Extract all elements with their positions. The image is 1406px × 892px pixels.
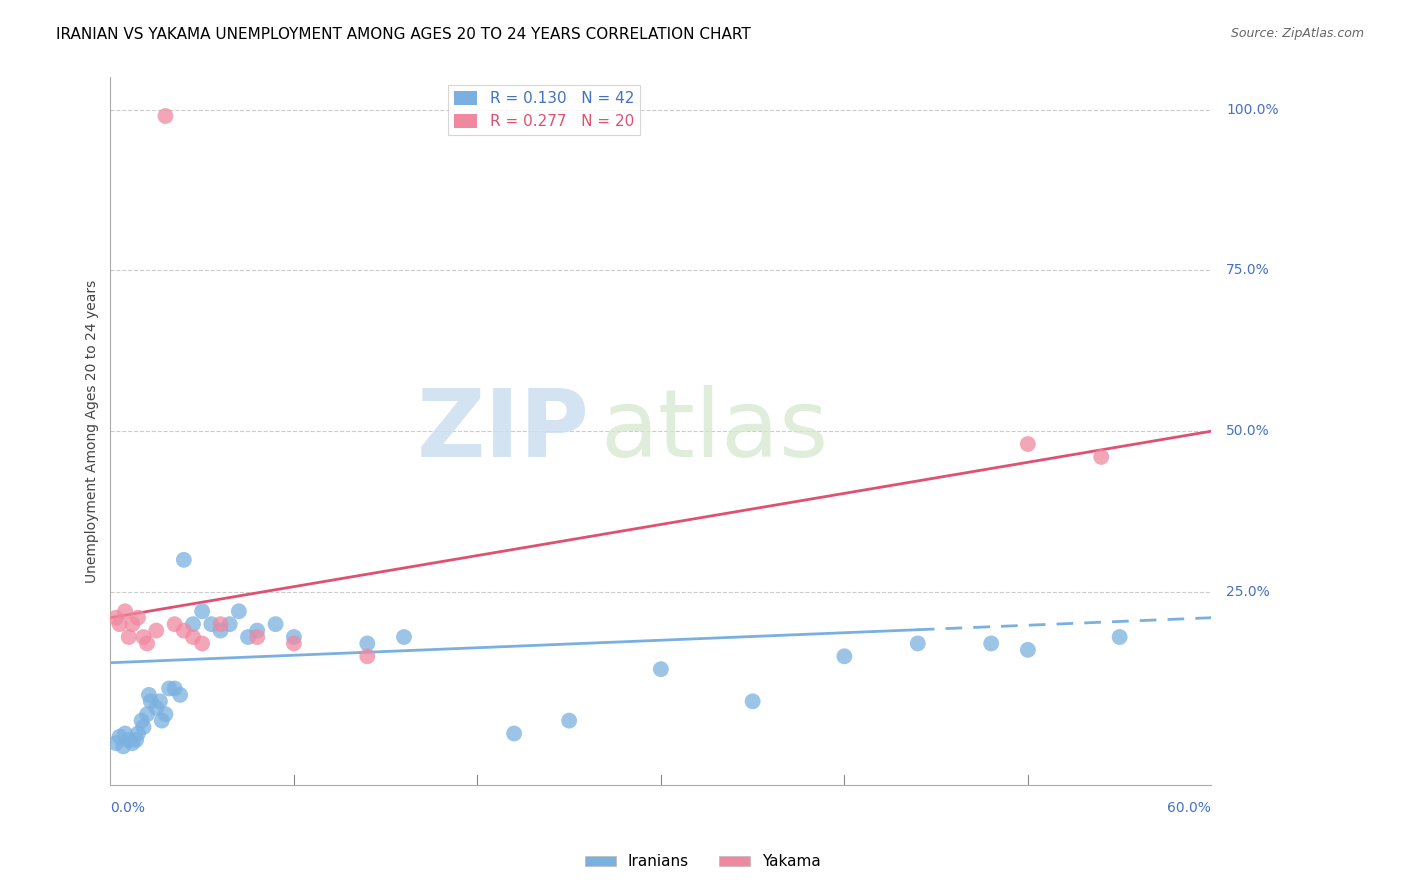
Y-axis label: Unemployment Among Ages 20 to 24 years: Unemployment Among Ages 20 to 24 years [86, 279, 100, 582]
Point [138, 688, 160, 702]
Point [104, 611, 127, 625]
Point [181, 617, 204, 632]
Point [145, 624, 167, 638]
Text: 100.0%: 100.0% [1226, 103, 1278, 117]
Point [131, 714, 153, 728]
Point [191, 604, 214, 618]
Point [127, 726, 149, 740]
Text: 50.0%: 50.0% [1226, 425, 1270, 438]
Point [150, 714, 173, 728]
Point [356, 649, 378, 664]
Point [218, 617, 240, 632]
Point [558, 714, 581, 728]
Point [125, 733, 148, 747]
Point [155, 109, 177, 123]
Point [181, 630, 204, 644]
Point [132, 720, 155, 734]
Point [118, 630, 141, 644]
Point [650, 662, 672, 676]
Text: 0.0%: 0.0% [111, 801, 145, 815]
Point [236, 630, 259, 644]
Text: 60.0%: 60.0% [1167, 801, 1212, 815]
Point [246, 624, 269, 638]
Point [907, 636, 929, 650]
Point [503, 726, 526, 740]
Point [173, 624, 195, 638]
Point [169, 688, 191, 702]
Point [283, 630, 305, 644]
Point [283, 636, 305, 650]
Point [209, 617, 232, 632]
Legend: R = 0.130   N = 42, R = 0.277   N = 20: R = 0.130 N = 42, R = 0.277 N = 20 [449, 85, 640, 135]
Point [1017, 643, 1039, 657]
Point [118, 733, 141, 747]
Point [246, 630, 269, 644]
Point [114, 604, 136, 618]
Point [163, 617, 186, 632]
Point [104, 736, 127, 750]
Point [121, 617, 143, 632]
Point [1108, 630, 1130, 644]
Text: Source: ZipAtlas.com: Source: ZipAtlas.com [1230, 27, 1364, 40]
Point [980, 636, 1002, 650]
Legend: Iranians, Yakama: Iranians, Yakama [579, 848, 827, 875]
Point [136, 636, 159, 650]
Text: ZIP: ZIP [416, 385, 589, 477]
Point [228, 604, 250, 618]
Point [112, 739, 135, 754]
Text: 25.0%: 25.0% [1226, 585, 1270, 599]
Point [163, 681, 186, 696]
Point [356, 636, 378, 650]
Text: atlas: atlas [600, 385, 828, 477]
Point [132, 630, 155, 644]
Point [741, 694, 763, 708]
Point [191, 636, 214, 650]
Point [108, 730, 131, 744]
Point [157, 681, 180, 696]
Text: IRANIAN VS YAKAMA UNEMPLOYMENT AMONG AGES 20 TO 24 YEARS CORRELATION CHART: IRANIAN VS YAKAMA UNEMPLOYMENT AMONG AGE… [56, 27, 751, 42]
Point [114, 726, 136, 740]
Point [834, 649, 856, 664]
Point [209, 624, 232, 638]
Point [136, 707, 159, 722]
Point [200, 617, 222, 632]
Point [108, 617, 131, 632]
Point [139, 694, 162, 708]
Point [1090, 450, 1112, 464]
Text: 75.0%: 75.0% [1226, 263, 1270, 277]
Point [1017, 437, 1039, 451]
Point [149, 694, 172, 708]
Point [264, 617, 287, 632]
Point [155, 707, 177, 722]
Point [121, 736, 143, 750]
Point [127, 611, 149, 625]
Point [145, 700, 167, 714]
Point [173, 553, 195, 567]
Point [392, 630, 415, 644]
